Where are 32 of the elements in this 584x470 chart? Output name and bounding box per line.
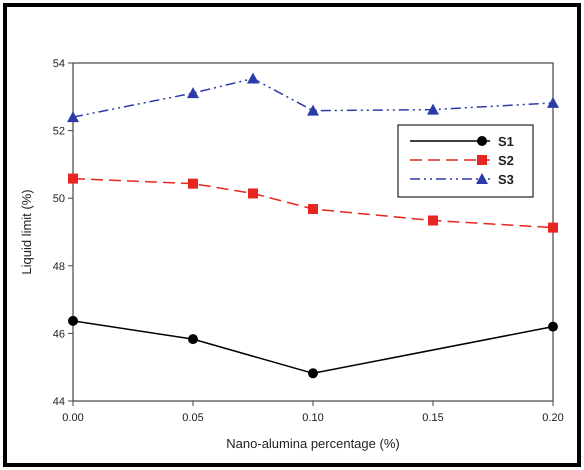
x-tick-label: 0.20 [542,412,564,424]
legend-label: S1 [498,134,514,149]
point [67,111,79,122]
point [547,96,559,108]
y-tick-label: 52 [52,126,65,138]
y-tick-label: 44 [52,396,65,408]
point [68,174,78,184]
y-tick-label: 50 [52,193,65,206]
point [308,204,318,214]
point [427,104,439,115]
point [187,87,199,98]
y-tick-label: 48 [52,260,65,273]
point [188,178,198,189]
point [248,188,258,198]
y-axis-title: Liquid limit (%) [19,189,34,275]
point [247,72,259,84]
y-tick-label: 54 [52,58,65,70]
legend-label: S2 [498,153,514,168]
x-tick-label: 0.00 [62,412,84,424]
point [68,316,78,326]
point [308,368,318,378]
point [548,222,558,233]
point [548,322,558,332]
legend-label: S3 [498,172,514,187]
point [307,104,319,116]
point [188,334,198,344]
x-axis-title: Nano-alumina percentage (%) [226,436,400,451]
x-tick-label: 0.15 [422,412,444,424]
x-tick-label: 0.05 [182,412,204,424]
y-tick-label: 46 [52,328,65,340]
point [428,216,438,226]
x-tick-label: 0.10 [302,412,324,424]
